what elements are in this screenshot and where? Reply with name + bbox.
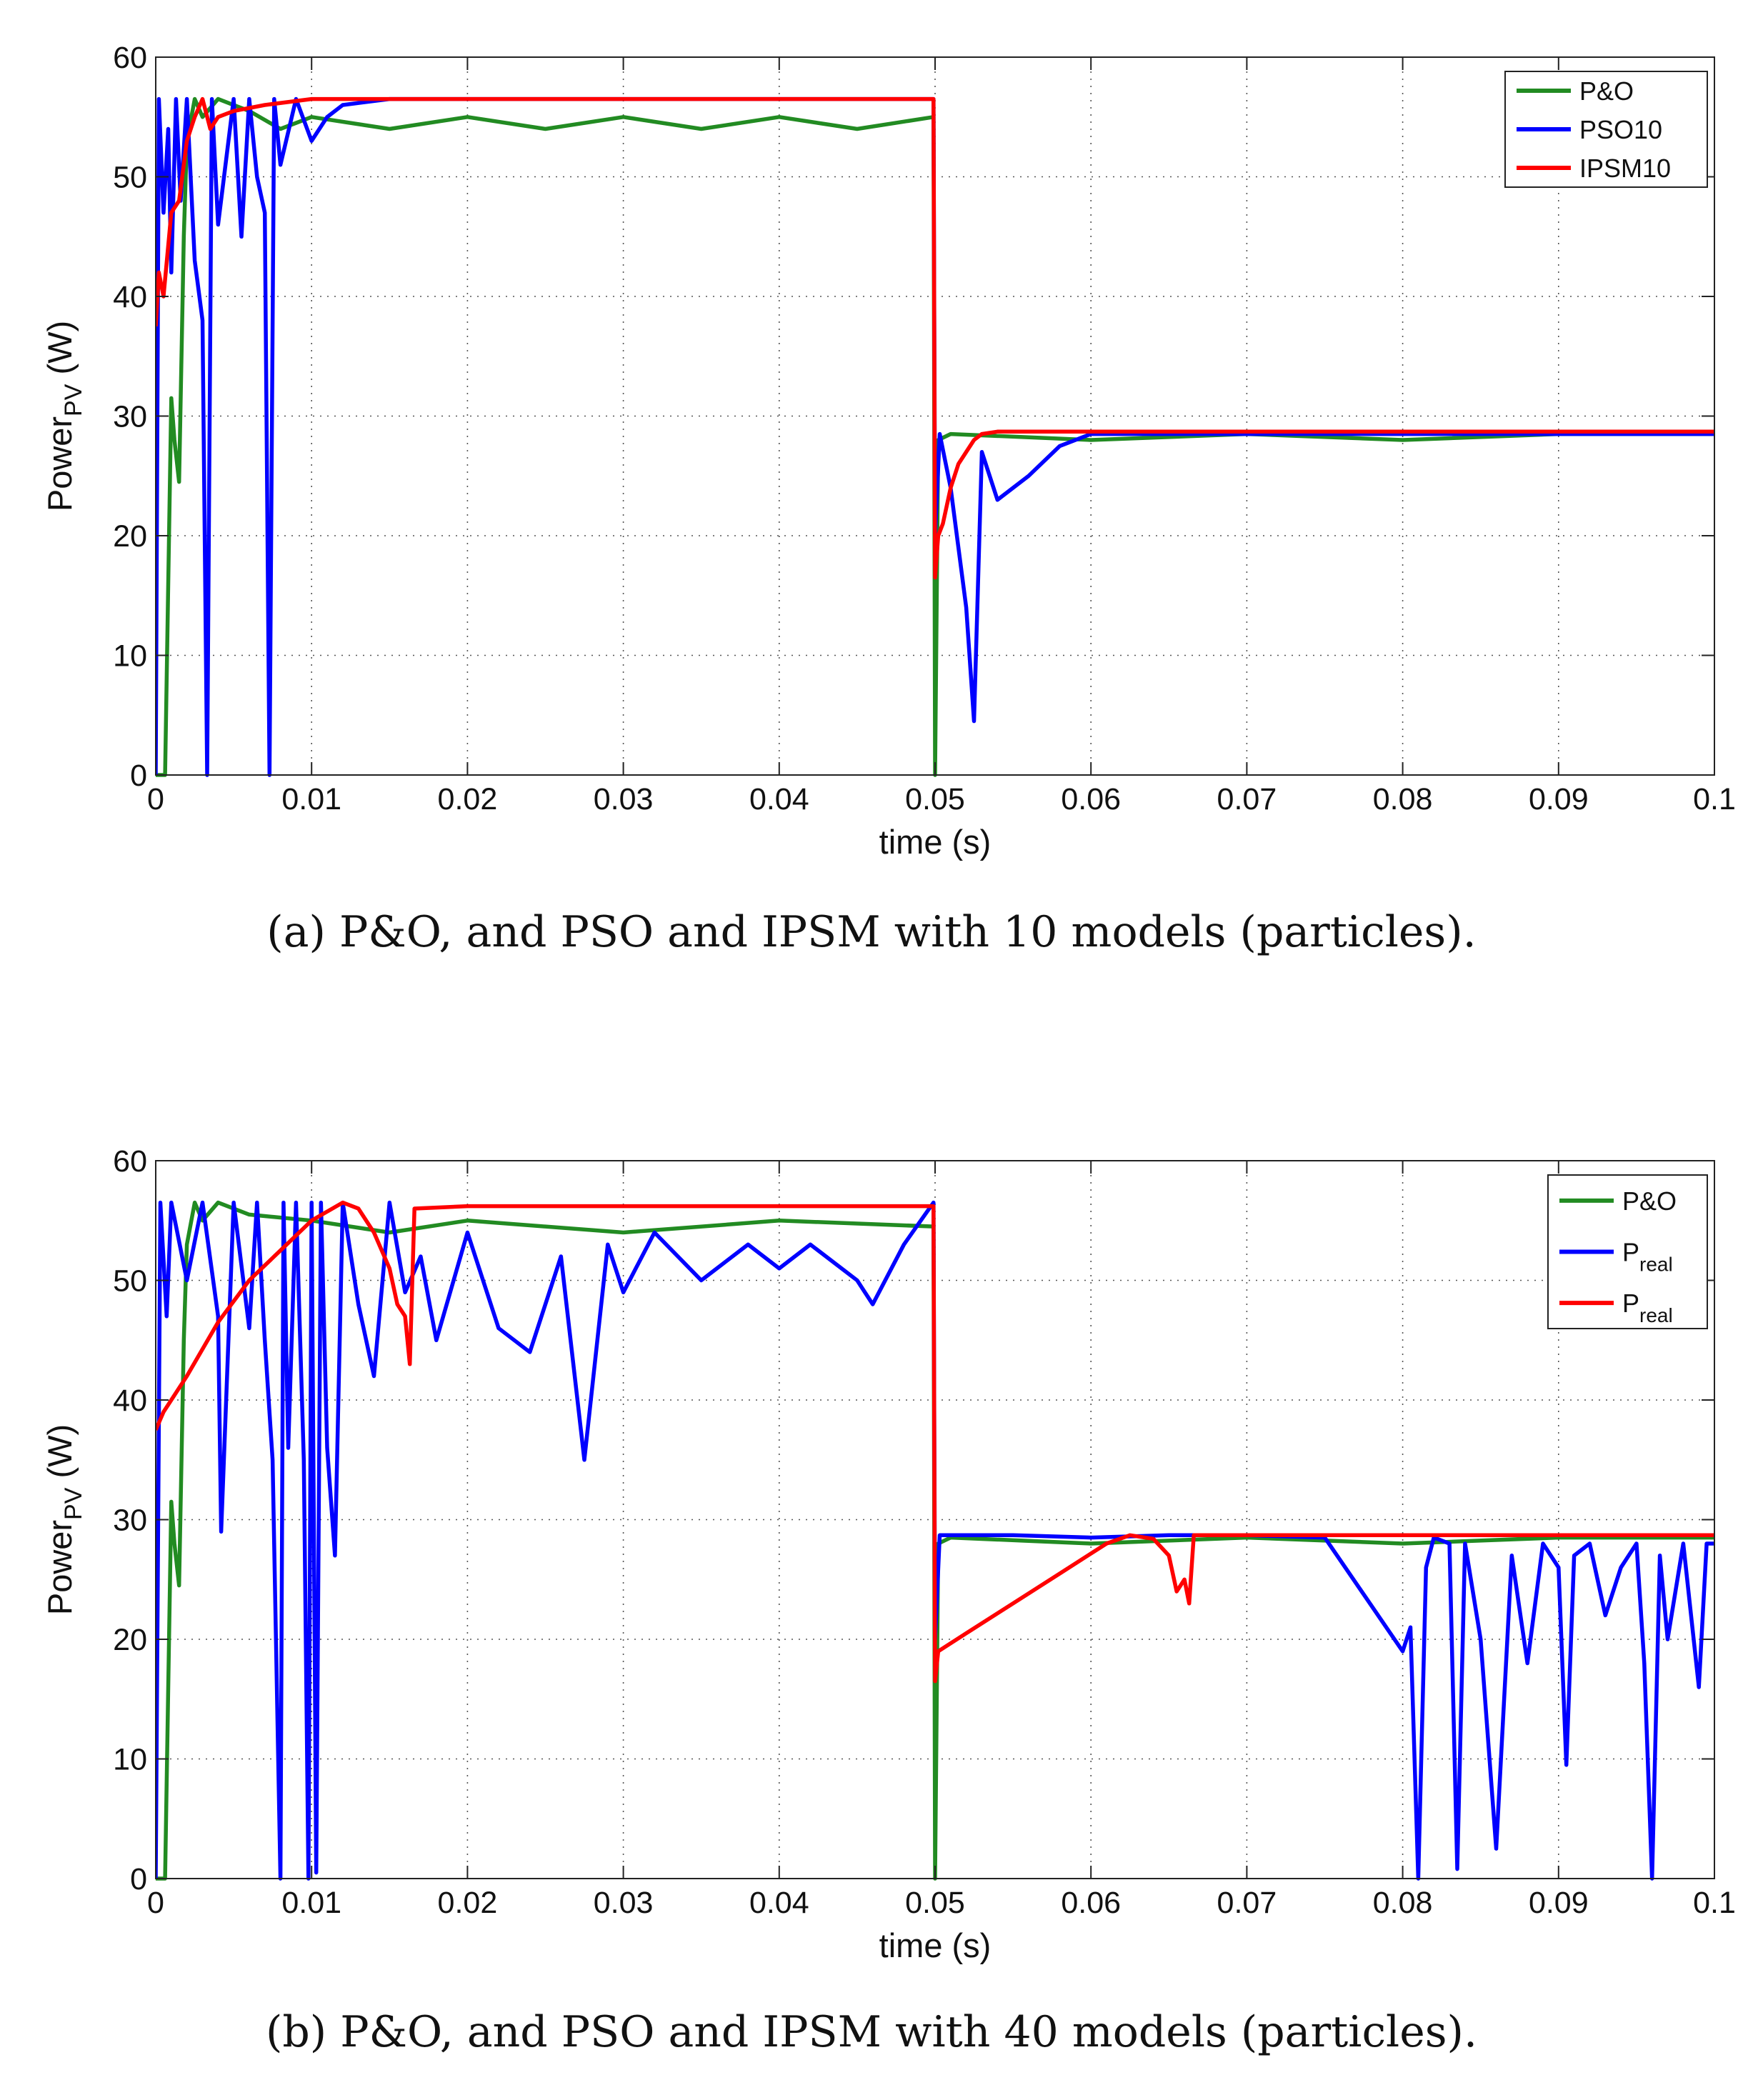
x-tick-label: 0.08: [1373, 1886, 1433, 1920]
y-tick-label: 40: [113, 1384, 147, 1418]
legend-label: Preal: [1622, 1289, 1673, 1326]
y-tick-label: 30: [113, 400, 147, 434]
x-axis-label: time (s): [879, 823, 992, 861]
y-tick-label: 0: [130, 1862, 147, 1896]
x-tick-label: 0.1: [1693, 782, 1736, 816]
legend-label: P&O: [1622, 1186, 1677, 1216]
y-tick-label: 20: [113, 519, 147, 554]
x-axis-label: time (s): [879, 1926, 992, 1964]
caption-a: (a) P&O, and PSO and IPSM with 10 models…: [266, 907, 1477, 957]
x-tick-label: 0.07: [1217, 782, 1277, 816]
y-tick-label: 30: [113, 1504, 147, 1538]
x-tick-label: 0.01: [281, 782, 341, 816]
y-tick-label: 50: [113, 161, 147, 195]
x-tick-label: 0.08: [1373, 782, 1433, 816]
x-tick-label: 0.04: [749, 782, 809, 816]
y-tick-label: 20: [113, 1623, 147, 1657]
legend-label: P&O: [1579, 76, 1634, 106]
x-tick-label: 0.05: [905, 782, 965, 816]
x-tick-label: 0.07: [1217, 1886, 1277, 1920]
y-tick-label: 10: [113, 639, 147, 674]
caption-b: (b) P&O, and PSO and IPSM with 40 models…: [265, 2007, 1478, 2057]
legend: P&O PSO10 IPSM10: [1504, 71, 1708, 188]
y-axis-label: PowerPV (W): [41, 321, 87, 511]
x-tick-label: 0.01: [281, 1886, 341, 1920]
x-tick-label: 0.05: [905, 1886, 965, 1920]
x-tick-label: 0.03: [594, 782, 654, 816]
legend-label: PSO10: [1579, 115, 1662, 144]
y-tick-label: 10: [113, 1743, 147, 1777]
x-tick-label: 0.03: [594, 1886, 654, 1920]
x-tick-label: 0.06: [1061, 782, 1121, 816]
x-tick-label: 0.1: [1693, 1886, 1736, 1920]
series-line-1: [156, 1200, 1714, 1881]
legend-label: IPSM10: [1579, 154, 1671, 183]
x-tick-label: 0.04: [749, 1886, 809, 1920]
figure-a: 0 0.01 0.02 0.03 0.04 0.05 0.06 0.07 0.08 0.09 0.1…: [0, 0, 1743, 1014]
x-tick-label: 0.09: [1529, 1886, 1589, 1920]
legend: P&O Preal Preal: [1547, 1174, 1708, 1329]
x-tick-label: 0: [147, 782, 164, 816]
y-tick-label: 60: [113, 1144, 147, 1179]
x-tick-label: 0.06: [1061, 1886, 1121, 1920]
series-line-2: [156, 96, 1714, 580]
x-tick-label: 0: [147, 1886, 164, 1920]
y-tick-label: 40: [113, 280, 147, 314]
series-line-2: [156, 1200, 1714, 1684]
series-line-0: [156, 1200, 1714, 1881]
y-axis-label: PowerPV (W): [41, 1424, 87, 1615]
figure-b: 0 0.01 0.02 0.03 0.04 0.05 0.06 0.07 0.08 0.09 0.1…: [0, 1086, 1743, 2100]
series-line-1: [156, 96, 1714, 777]
series-line-0: [156, 96, 1714, 777]
legend-label: Preal: [1622, 1238, 1673, 1276]
chart-a: 0 0.01 0.02 0.03 0.04 0.05 0.06 0.07 0.08 0.09 0.1…: [41, 41, 1736, 861]
x-tick-label: 0.02: [438, 782, 498, 816]
y-tick-label: 60: [113, 41, 147, 75]
chart-b: 0 0.01 0.02 0.03 0.04 0.05 0.06 0.07 0.08 0.09 0.1…: [41, 1144, 1736, 1964]
x-tick-label: 0.02: [438, 1886, 498, 1920]
x-tick-label: 0.09: [1529, 782, 1589, 816]
y-tick-label: 50: [113, 1264, 147, 1299]
y-tick-label: 0: [130, 759, 147, 793]
